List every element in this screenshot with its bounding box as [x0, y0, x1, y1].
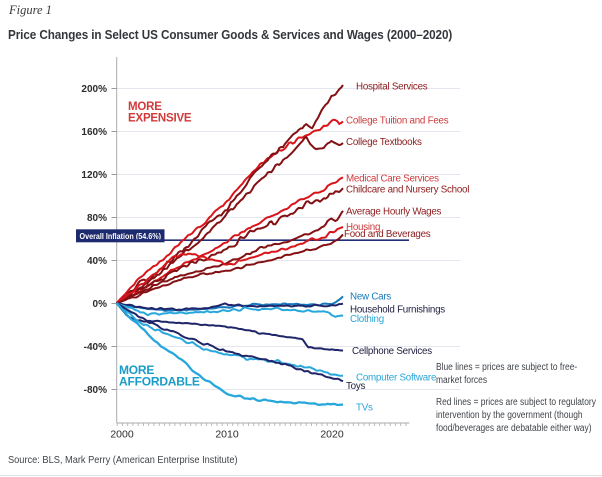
svg-text:Medical Care Services: Medical Care Services: [346, 174, 439, 185]
svg-text:-80%: -80%: [84, 385, 107, 396]
svg-text:120%: 120%: [81, 170, 107, 181]
svg-text:2010: 2010: [215, 429, 239, 441]
svg-text:EXPENSIVE: EXPENSIVE: [128, 113, 192, 125]
svg-text:80%: 80%: [87, 213, 107, 224]
svg-text:Average Hourly Wages: Average Hourly Wages: [346, 207, 442, 218]
svg-text:TVs: TVs: [356, 403, 373, 414]
svg-text:Hospital Services: Hospital Services: [356, 82, 428, 93]
svg-text:Clothing: Clothing: [350, 314, 384, 325]
svg-text:AFFORDABLE: AFFORDABLE: [119, 375, 200, 389]
svg-text:Food and Beverages: Food and Beverages: [344, 229, 431, 240]
svg-text:160%: 160%: [81, 127, 107, 138]
svg-text:Overall Inflation (54.6%): Overall Inflation (54.6%): [80, 231, 162, 241]
svg-text:New Cars: New Cars: [350, 292, 391, 303]
svg-text:40%: 40%: [87, 256, 107, 267]
svg-text:College Textbooks: College Textbooks: [346, 137, 422, 148]
svg-text:2000: 2000: [110, 429, 134, 441]
svg-text:200%: 200%: [81, 84, 107, 95]
svg-text:MORE: MORE: [128, 101, 162, 113]
svg-text:MORE: MORE: [119, 363, 154, 377]
svg-text:Housing: Housing: [346, 222, 380, 233]
svg-text:Childcare and Nursery School: Childcare and Nursery School: [346, 185, 469, 196]
svg-text:Household Furnishings: Household Furnishings: [350, 305, 445, 316]
svg-text:Computer Software: Computer Software: [356, 373, 437, 384]
svg-text:Toys: Toys: [346, 381, 365, 392]
svg-text:-40%: -40%: [84, 342, 107, 353]
svg-text:0%: 0%: [93, 299, 108, 310]
svg-text:College Tuition and Fees: College Tuition and Fees: [346, 116, 449, 127]
svg-text:2020: 2020: [320, 429, 344, 441]
svg-text:Cellphone Services: Cellphone Services: [352, 346, 432, 357]
